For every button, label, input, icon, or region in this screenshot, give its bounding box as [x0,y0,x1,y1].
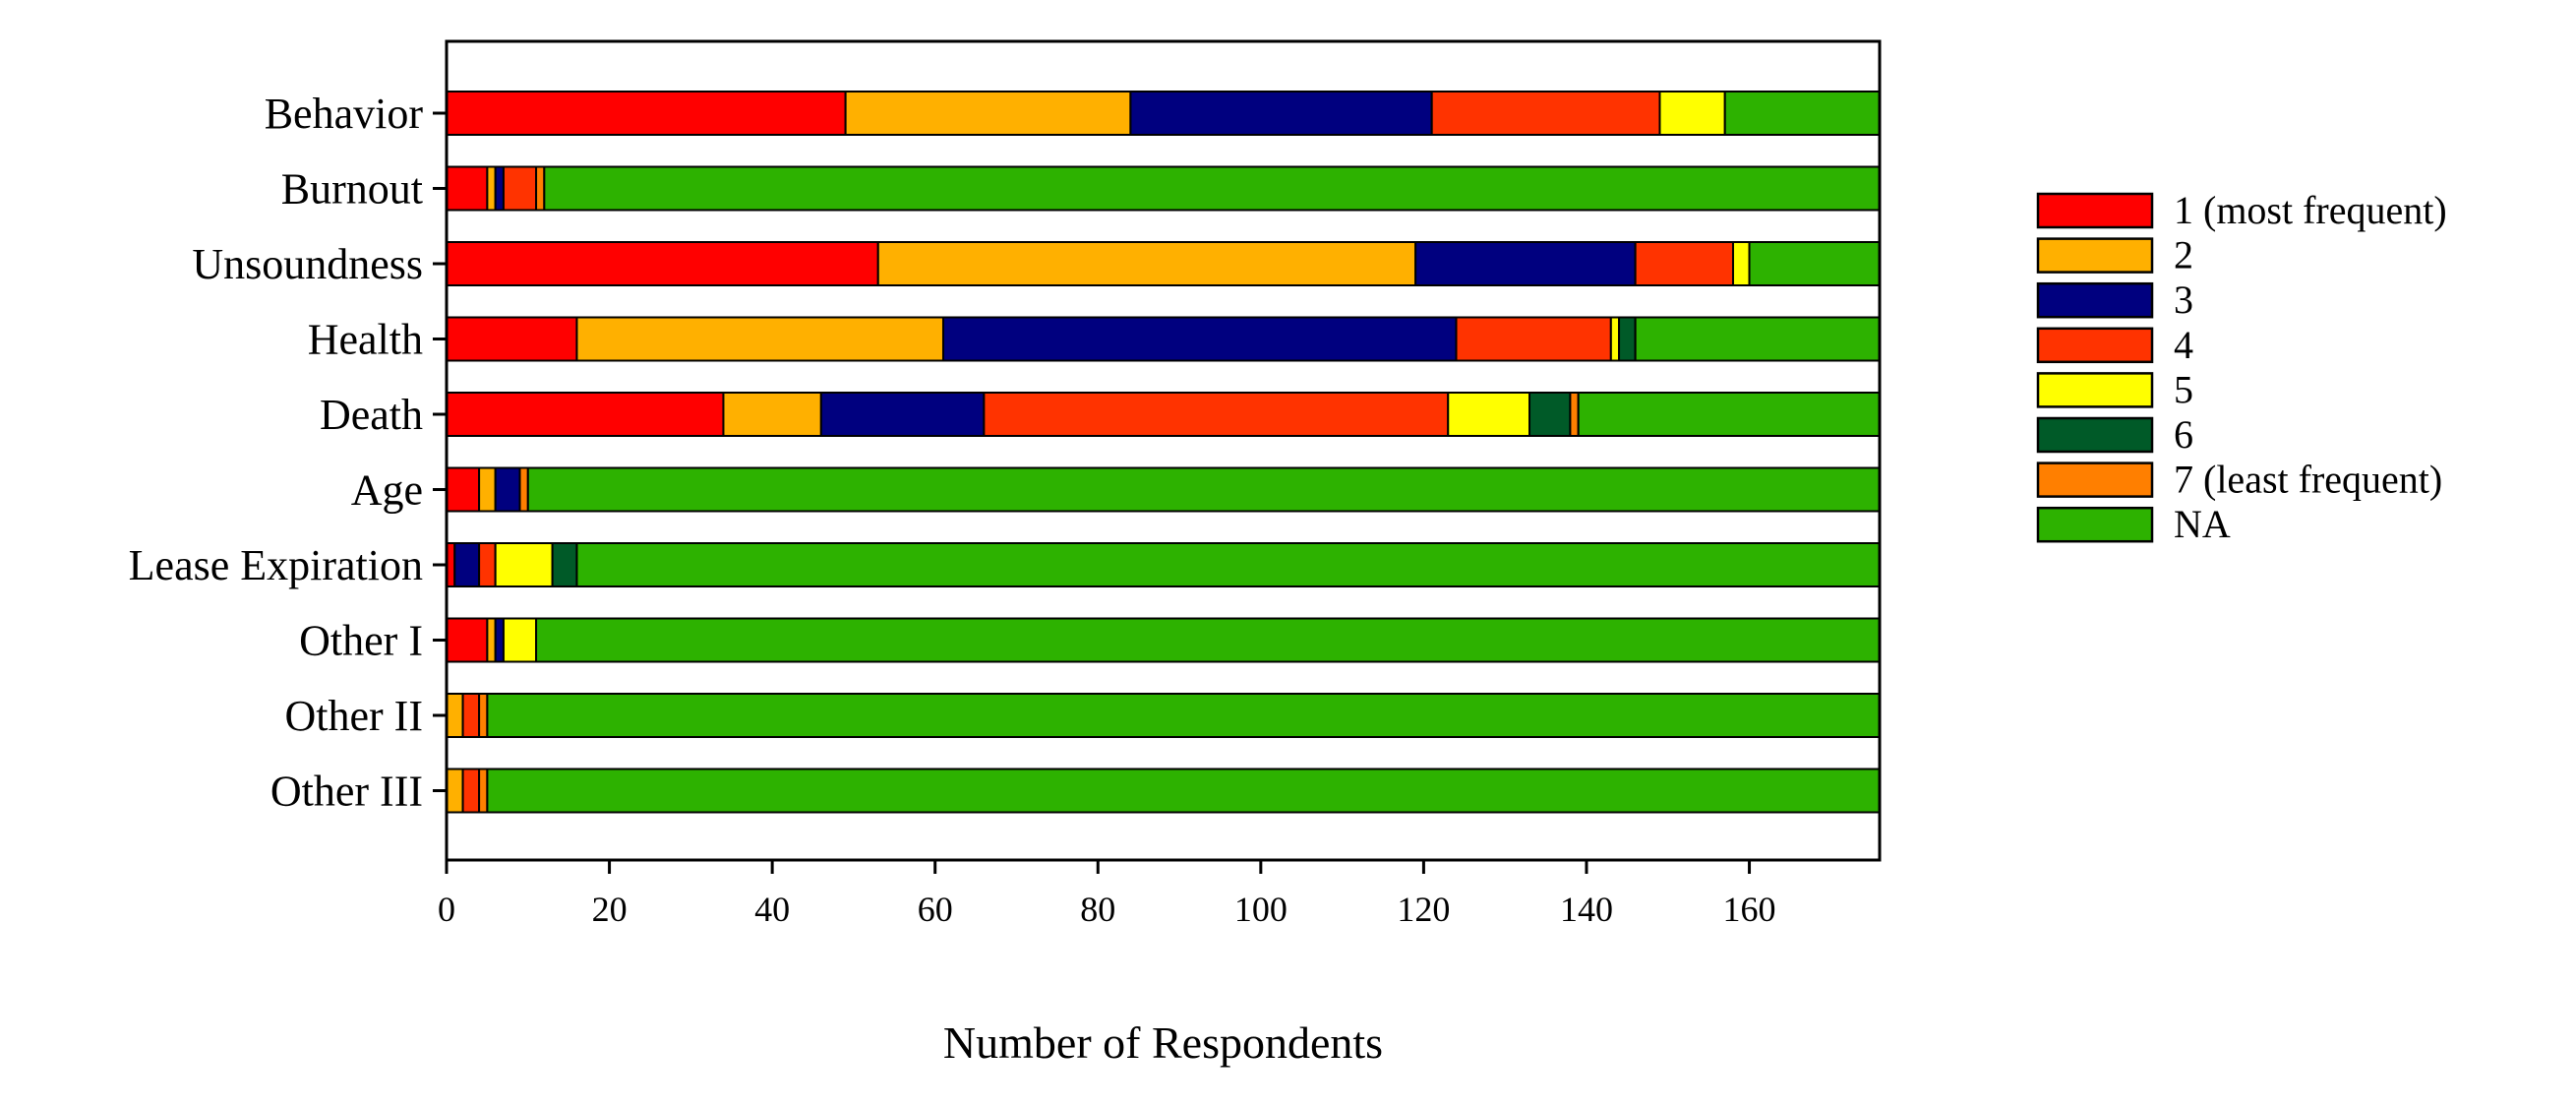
bar-other-i-3 [494,617,505,663]
x-tick-label: 60 [918,890,953,929]
category-label-burnout: Burnout [281,165,423,214]
x-axis: 0 20 40 60 80 100 120 140 160 [438,860,1776,929]
category-label-death: Death [320,391,423,439]
bar-death-na [1577,392,1881,437]
category-label-other-iii: Other III [270,768,423,816]
bar-burnout-3 [494,165,505,212]
bar-lease-expiration-5 [494,542,554,587]
x-tick-label: 40 [754,890,790,929]
bar-death-7-least-frequent [1569,392,1580,437]
category-label-health: Health [308,316,423,364]
bar-death-5 [1447,392,1531,437]
bar-behavior-3 [1129,91,1433,136]
bar-behavior-4 [1430,91,1661,136]
category-label-other-ii: Other II [285,692,424,740]
legend-label-na: NA [2174,502,2231,546]
legend-swatch-na [2036,506,2154,543]
bar-other-iii-na [486,768,1881,814]
legend-swatch-3 [2036,281,2154,319]
bar-other-ii-7-least-frequent [478,693,489,738]
category-label-other-i: Other I [299,617,423,665]
bar-unsoundness-2 [876,241,1417,286]
bar-age-7-least-frequent [518,466,529,513]
bar-behavior-na [1723,91,1881,136]
legend-swatch-5 [2036,372,2154,408]
bar-unsoundness-na [1748,241,1881,286]
plot-frame [445,39,1882,862]
legend-swatch-7-least-frequent [2036,462,2154,498]
category-label-age: Age [351,466,423,515]
bar-unsoundness-1-most-frequent [446,241,879,286]
bar-age-2 [478,466,497,513]
bar-death-6 [1528,392,1572,437]
bar-health-3 [941,316,1458,362]
legend-swatch-2 [2036,237,2154,274]
bar-other-iii-4 [461,768,481,814]
x-tick-label: 120 [1397,890,1450,929]
bar-behavior-2 [844,91,1132,136]
bar-other-ii-na [486,693,1881,738]
bar-other-ii-2 [446,693,464,738]
bar-lease-expiration-3 [453,542,481,587]
category-label-behavior: Behavior [265,90,424,138]
legend-label-3: 3 [2174,277,2193,322]
bar-unsoundness-5 [1731,241,1751,286]
bar-health-na [1634,316,1881,362]
category-label-unsoundness: Unsoundness [192,240,423,288]
bar-health-4 [1455,316,1612,362]
bar-lease-expiration-6 [551,542,578,587]
x-tick-label: 140 [1560,890,1613,929]
bar-area [446,91,1882,814]
bar-age-1-most-frequent [446,466,481,513]
legend-label-6: 6 [2174,412,2193,457]
legend-label-4: 4 [2174,323,2193,367]
bar-other-iii-2 [446,768,464,814]
bar-other-i-2 [486,617,497,663]
x-tick-label: 80 [1080,890,1115,929]
bar-other-i-1-most-frequent [446,617,489,663]
bar-lease-expiration-na [575,542,1881,587]
bar-other-iii-7-least-frequent [478,768,489,814]
bar-other-i-5 [502,617,538,663]
x-tick-label: 0 [438,890,455,929]
bar-behavior-5 [1658,91,1726,136]
legend-label-1-most-frequent: 1 (most frequent) [2174,188,2447,232]
bar-health-2 [575,316,944,362]
bar-death-2 [722,392,822,437]
y-axis: Behavior Burnout Unsoundness Health Death Age… [129,90,447,816]
bar-death-1-most-frequent [446,392,725,437]
category-label-lease-expiration: Lease Expiration [129,541,423,589]
bar-age-3 [494,466,521,513]
bar-burnout-1-most-frequent [446,165,489,212]
bar-behavior-1-most-frequent [446,91,847,136]
legend-swatch-1-most-frequent [2036,192,2154,229]
x-tick-label: 20 [592,890,628,929]
bar-lease-expiration-4 [478,542,497,587]
x-axis-title: Number of Respondents [943,1017,1383,1068]
bar-death-3 [819,392,986,437]
bar-unsoundness-3 [1414,241,1637,286]
bar-age-na [526,466,1882,513]
bar-health-1-most-frequent [446,316,578,362]
x-tick-label: 160 [1723,890,1776,929]
bar-death-4 [983,392,1450,437]
bar-health-6 [1618,316,1637,362]
legend-label-5: 5 [2174,367,2193,411]
bar-health-5 [1609,316,1621,362]
bar-unsoundness-4 [1634,241,1734,286]
legend-label-2: 2 [2174,233,2193,277]
x-tick-label: 100 [1234,890,1288,929]
bar-burnout-7-least-frequent [535,165,546,212]
bar-burnout-na [543,165,1881,212]
bar-other-i-na [535,617,1881,663]
bar-burnout-2 [486,165,497,212]
bar-other-ii-4 [461,693,481,738]
legend-swatch-6 [2036,416,2154,454]
legend-label-7-least-frequent: 7 (least frequent) [2174,458,2442,502]
bar-burnout-4 [502,165,538,212]
legend-swatch-4 [2036,327,2154,364]
